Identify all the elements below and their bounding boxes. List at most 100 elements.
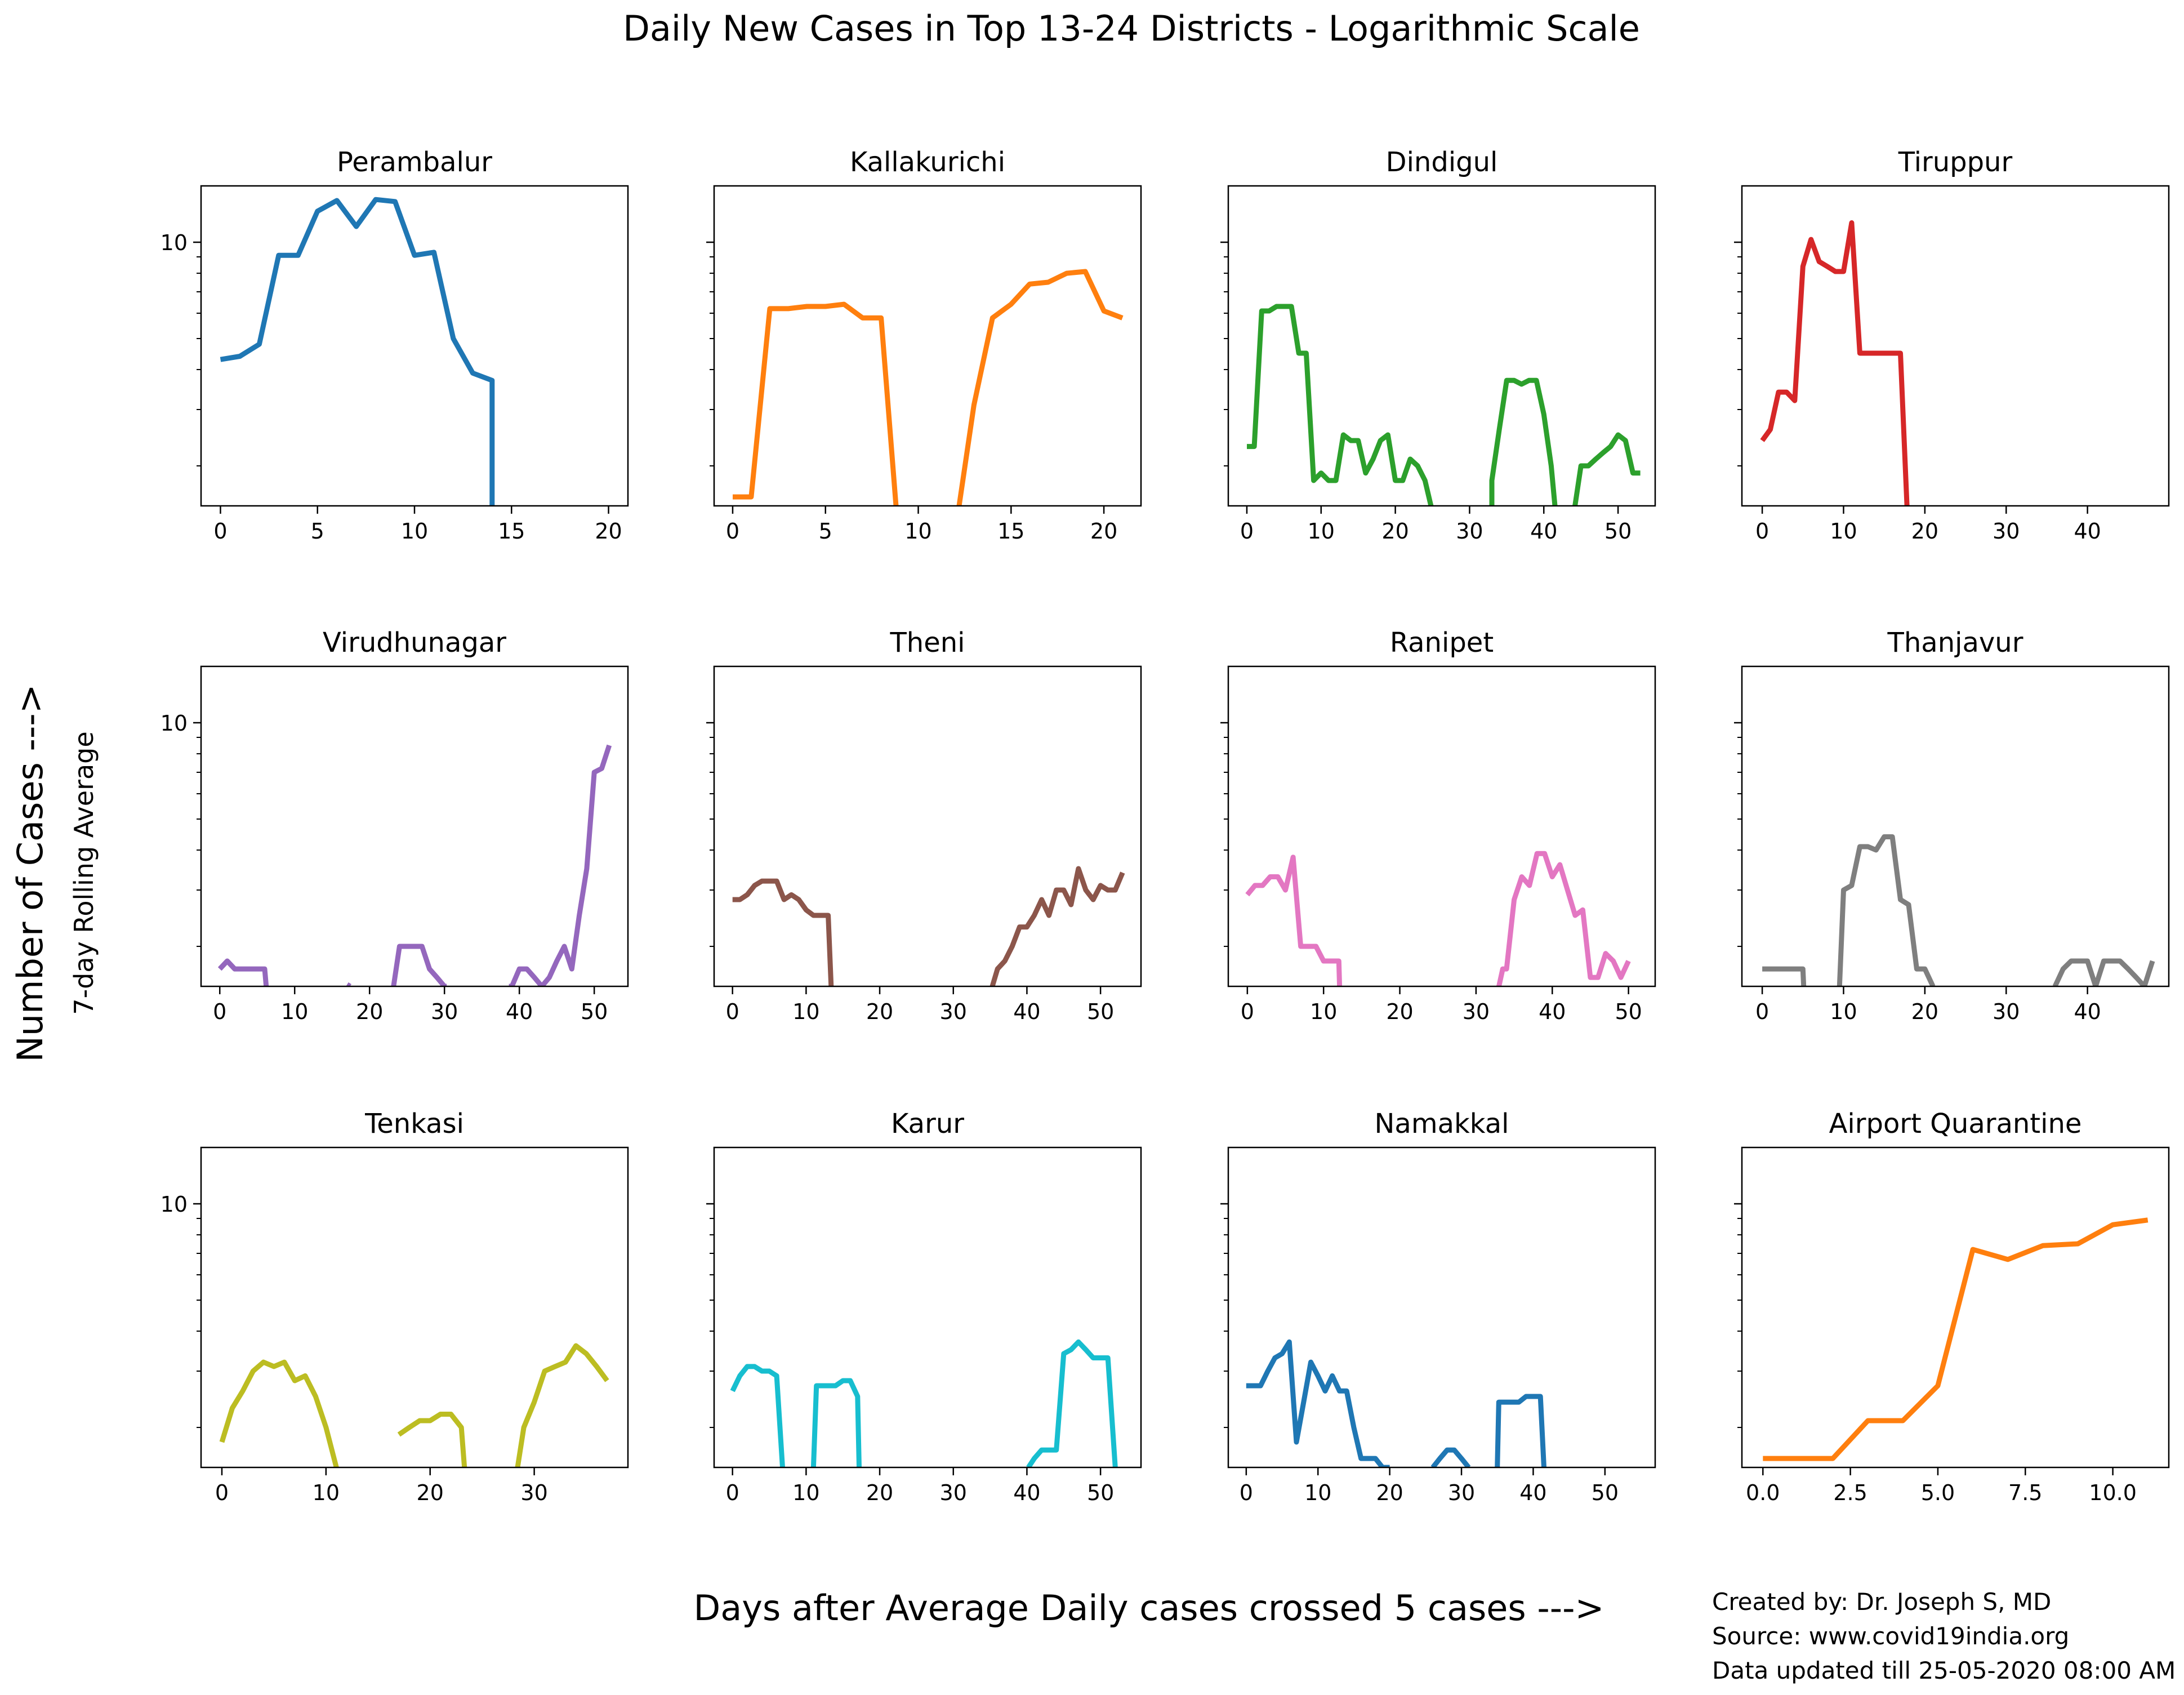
x-tick-label: 30 xyxy=(1993,519,2020,544)
x-tick-label: 0 xyxy=(215,1480,229,1505)
axes-frame xyxy=(1227,1146,1656,1469)
x-tick-label: 10 xyxy=(1830,999,1857,1024)
x-tick-label: 50 xyxy=(1592,1480,1619,1505)
x-tick-label: 30 xyxy=(1993,999,2020,1024)
x-tick-label: 40 xyxy=(1013,999,1040,1024)
x-tick-label: 0 xyxy=(213,519,227,544)
panel-title: Theni xyxy=(889,627,965,659)
x-tick-label: 0 xyxy=(726,1480,739,1505)
x-tick-label: 0 xyxy=(1240,1480,1253,1505)
x-tick-label: 40 xyxy=(506,999,533,1024)
x-tick-label: 50 xyxy=(1615,999,1642,1024)
panel-title: Karur xyxy=(891,1108,964,1140)
x-tick-label: 50 xyxy=(581,999,608,1024)
x-tick-label: 20 xyxy=(595,519,622,544)
x-tick-label: 10 xyxy=(313,1480,340,1505)
series-line xyxy=(1247,304,1434,506)
series-line xyxy=(810,1378,862,1467)
panel-ranipet: Ranipet 0 10 20 30 40 50 xyxy=(1220,627,1656,1024)
axes-frame xyxy=(200,185,629,507)
x-tick-label: 40 xyxy=(1530,519,1557,544)
x-tick-label: 10 xyxy=(792,1480,819,1505)
series-line xyxy=(1496,851,1631,986)
x-tick-label: 30 xyxy=(940,1480,967,1505)
series-line xyxy=(220,197,495,506)
x-tick-label: 5 xyxy=(819,519,832,544)
series-line xyxy=(1837,834,1936,986)
panel-perambalur: Perambalur 10 0 5 10 15 20 xyxy=(161,146,629,544)
x-tick-label: 0 xyxy=(1240,519,1254,544)
x-tick-label: 30 xyxy=(431,999,458,1024)
x-tick-label: 0 xyxy=(1755,519,1769,544)
panel-title: Tiruppur xyxy=(1898,146,2013,178)
series-line xyxy=(1763,1217,2149,1461)
x-tick-label: 20 xyxy=(1386,999,1413,1024)
x-tick-label: 40 xyxy=(1013,1480,1040,1505)
x-tick-label: 30 xyxy=(940,999,967,1024)
panel-karur: Karur 0 10 20 30 40 50 xyxy=(706,1108,1142,1505)
axes-frame xyxy=(1227,185,1656,507)
x-tick-label: 30 xyxy=(1456,519,1483,544)
panel-title: Airport Quarantine xyxy=(1829,1108,2082,1140)
series-line xyxy=(732,878,834,986)
series-line xyxy=(1760,220,1910,506)
x-tick-label: 10 xyxy=(904,519,931,544)
credit-updated: Data updated till 25-05-2020 08:00 AM xyxy=(1712,1657,2176,1684)
axes-frame xyxy=(1741,1146,2170,1469)
series-line xyxy=(397,1412,467,1467)
x-tick-label: 50 xyxy=(1087,1480,1114,1505)
panel-title: Thanjavur xyxy=(1887,627,2023,659)
axes-frame xyxy=(1227,665,1656,987)
series-line xyxy=(1489,377,1558,506)
credit-source: Source: www.covid19india.org xyxy=(1712,1622,2069,1650)
x-tick-label: 0 xyxy=(1755,999,1769,1024)
x-tick-label: 0 xyxy=(726,999,739,1024)
axes-frame xyxy=(1741,665,2170,987)
y-tick-label: 10 xyxy=(161,711,188,736)
x-tick-label: 50 xyxy=(1087,999,1114,1024)
x-tick-label: 20 xyxy=(1090,519,1117,544)
series-line xyxy=(1430,1447,1471,1467)
x-tick-label: 0.0 xyxy=(1746,1480,1780,1505)
x-tick-label: 10 xyxy=(1308,519,1335,544)
x-tick-label: 10 xyxy=(281,999,308,1024)
y-axis-main-label: Number of Cases ---> xyxy=(10,684,51,1062)
axes-frame xyxy=(200,665,629,987)
series-line xyxy=(1762,966,1807,986)
panel-dindigul: Dindigul 0 10 20 30 40 50 xyxy=(1220,146,1656,544)
x-tick-label: 10 xyxy=(792,999,819,1024)
panel-title: Tenkasi xyxy=(364,1108,464,1140)
x-tick-label: 40 xyxy=(1539,999,1566,1024)
panel-title: Dindigul xyxy=(1386,146,1498,178)
x-tick-label: 10 xyxy=(1310,999,1337,1024)
panel-title: Virudhunagar xyxy=(323,627,506,659)
axes-frame xyxy=(1741,185,2170,507)
x-tick-label: 20 xyxy=(417,1480,444,1505)
panel-namakkal: Namakkal 0 10 20 30 40 50 xyxy=(1220,1108,1656,1505)
x-tick-label: 0 xyxy=(726,519,739,544)
x-tick-label: 20 xyxy=(1381,519,1409,544)
x-tick-label: 40 xyxy=(2074,519,2101,544)
x-tick-label: 15 xyxy=(997,519,1024,544)
credit-author: Created by: Dr. Joseph S, MD xyxy=(1712,1588,2051,1616)
series-line xyxy=(1246,1339,1390,1467)
x-tick-label: 20 xyxy=(866,999,893,1024)
x-tick-label: 20 xyxy=(866,1480,893,1505)
y-axis-sub-label: 7-day Rolling Average xyxy=(69,731,99,1015)
x-tick-label: 10 xyxy=(401,519,428,544)
series-line xyxy=(1245,855,1343,986)
x-tick-label: 20 xyxy=(1911,999,1938,1024)
panel-title: Ranipet xyxy=(1390,627,1494,659)
series-line xyxy=(509,744,612,986)
x-axis-label: Days after Average Daily cases crossed 5… xyxy=(694,1587,1604,1629)
x-tick-label: 20 xyxy=(1911,519,1938,544)
panel-title: Kallakurichi xyxy=(850,146,1005,178)
panel-airport-quarantine: Airport Quarantine 0.0 2.5 5.0 7.5 10.0 xyxy=(1734,1108,2170,1505)
panel-theni: Theni 0 10 20 30 40 50 xyxy=(706,627,1142,1024)
series-line xyxy=(217,958,269,986)
panels-layer: Perambalur 10 0 5 10 15 20 Kallakurichi 0 5 10 15 20… xyxy=(161,146,2170,1505)
x-tick-label: 10 xyxy=(1304,1480,1331,1505)
x-tick-label: 50 xyxy=(1604,519,1632,544)
axes-frame xyxy=(713,1146,1142,1469)
series-line xyxy=(515,1343,609,1467)
